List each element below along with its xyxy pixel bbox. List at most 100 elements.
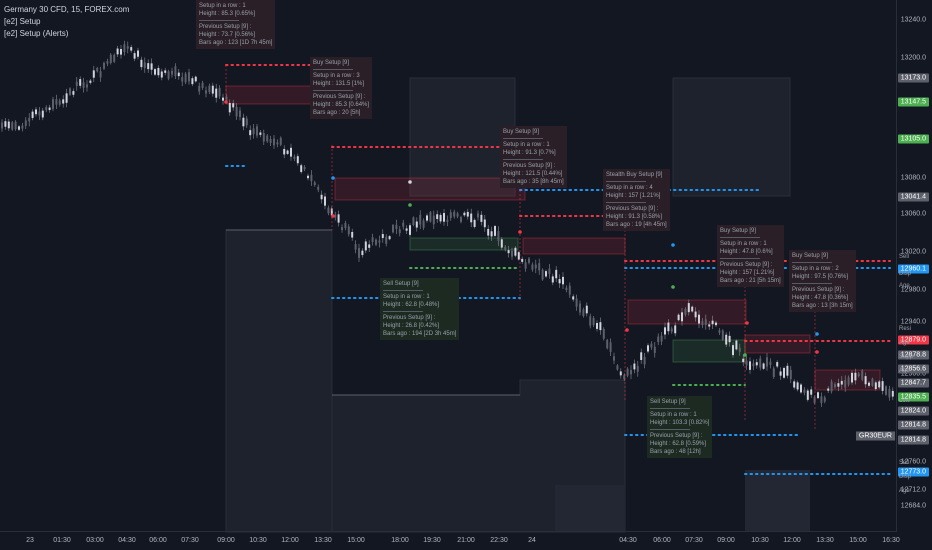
- candle-body: [776, 362, 779, 367]
- box-line: Previous Setup [9] :: [199, 24, 252, 30]
- candle-body: [742, 358, 745, 363]
- candle-body: [507, 250, 510, 254]
- box-line: Height : 97.5 [0.76%]: [792, 274, 849, 280]
- candle-body: [830, 381, 833, 392]
- candle-body: [864, 376, 867, 385]
- box-line: Bars ago : 21 [5h 15m]: [720, 278, 781, 284]
- symbol-title[interactable]: Germany 30 CFD, 15, FOREX.com: [4, 5, 130, 14]
- box-line: Height : 85.3 [0.65%]: [199, 11, 256, 17]
- candle-body: [133, 53, 136, 59]
- candle-body: [626, 368, 629, 376]
- candle-body: [653, 346, 656, 353]
- side-indicator-label: Age: [899, 488, 910, 494]
- box-line: Buy Setup [9]: [720, 228, 757, 234]
- candle-body: [242, 117, 245, 127]
- box-separator: [792, 262, 832, 263]
- time-tick-label: 07:30: [181, 537, 199, 544]
- candle-body: [191, 78, 194, 85]
- box-line: Setup in a row : 1: [650, 412, 697, 418]
- candle-body: [375, 239, 377, 245]
- candle-body: [443, 213, 445, 222]
- time-tick-label: 22:30: [490, 537, 508, 544]
- time-tick-label: 24: [528, 537, 536, 544]
- candle-body: [211, 85, 214, 94]
- candle-body: [749, 361, 751, 370]
- box-line: Height : 85.3 [0.64%]: [313, 102, 370, 108]
- box-line: Height : 157 [1.21%]: [606, 193, 661, 199]
- indicator-alerts-label[interactable]: [e2] Setup (Alerts): [4, 29, 69, 38]
- side-indicator-label: Disp: [899, 271, 912, 277]
- time-tick-label: 16:30: [882, 537, 900, 544]
- side-indicator-label: Disp: [899, 474, 912, 480]
- candle-body: [160, 71, 163, 78]
- box-line: Stealth Buy Setup [9]: [606, 172, 663, 178]
- candle-body: [878, 381, 881, 388]
- price-tick-label: 12760.0: [900, 458, 926, 466]
- candle-body: [517, 252, 520, 260]
- candle-body: [572, 296, 575, 300]
- candle-body: [432, 215, 435, 225]
- candle-body: [28, 118, 31, 122]
- candle-body: [664, 327, 666, 335]
- candle-body: [194, 76, 197, 82]
- setup-zone: [522, 237, 626, 255]
- candle-body: [871, 378, 874, 386]
- price-tick-label: 13060.0: [900, 210, 926, 218]
- candle-body: [487, 228, 490, 236]
- box-line: Bars ago : 13 [3h 15m]: [792, 303, 853, 309]
- box-line: Height : 73.7 [0.56%]: [199, 32, 256, 38]
- candle-body: [616, 365, 619, 370]
- candle-body: [521, 258, 524, 262]
- time-axis[interactable]: 23 01:30 03:00 04:30 06:00 07:30 09:00 10:30 12:…: [0, 531, 900, 550]
- candle-body: [41, 110, 44, 118]
- candle-body: [381, 234, 384, 238]
- box-line: Previous Setup [9] :: [606, 206, 659, 212]
- candle-body: [402, 222, 405, 227]
- candle-body: [188, 72, 190, 82]
- side-indicator-label: Sell: [899, 460, 910, 466]
- candle-body: [868, 382, 870, 386]
- candle-body: [704, 319, 707, 325]
- time-tick-label: 12:00: [783, 537, 801, 544]
- candle-body: [715, 322, 717, 326]
- candle-body: [579, 303, 581, 313]
- candle-body: [171, 70, 173, 75]
- box-line: Height : 26.8 [0.42%]: [383, 323, 440, 329]
- candle-body: [388, 236, 391, 240]
- candle-body: [296, 156, 299, 164]
- box-line: Sell Setup [9]: [383, 281, 419, 287]
- setup-info-box: Sell Setup [9] Setup in a row : 1 Height :…: [380, 278, 460, 340]
- time-tick-label: 23: [26, 537, 34, 544]
- candle-body: [361, 250, 364, 256]
- candle-body: [674, 325, 677, 334]
- candle-body: [837, 383, 840, 387]
- candle-body: [670, 328, 673, 332]
- candle-body: [820, 396, 823, 404]
- candle-body: [245, 118, 248, 126]
- candle-body: [470, 213, 473, 223]
- candle-body: [337, 214, 340, 223]
- candle-body: [398, 229, 401, 234]
- candle-body: [385, 236, 388, 244]
- candle-body: [35, 109, 37, 115]
- box-line: Previous Setup [9] :: [792, 287, 845, 293]
- box-separator: [650, 408, 690, 409]
- candle-body: [738, 347, 741, 352]
- candle-body: [4, 121, 7, 127]
- candle-body: [504, 246, 507, 250]
- candle-body: [364, 241, 367, 251]
- box-line: Buy Setup [9]: [503, 129, 540, 135]
- candle-body: [89, 80, 92, 83]
- candle-body: [596, 322, 598, 329]
- candle-body: [354, 244, 357, 250]
- price-tag: 12856.6: [897, 364, 929, 374]
- price-axis[interactable]: 13240.013200.013120.013080.013060.013020…: [855, 0, 932, 532]
- candle-body: [718, 330, 721, 333]
- candle-body: [96, 67, 99, 72]
- candle-body: [293, 156, 296, 159]
- indicator-setup-label[interactable]: [e2] Setup: [4, 17, 41, 26]
- box-line: Height : 47.8 [0.6%]: [720, 249, 773, 255]
- candle-body: [881, 381, 884, 391]
- box-separator: [792, 283, 832, 284]
